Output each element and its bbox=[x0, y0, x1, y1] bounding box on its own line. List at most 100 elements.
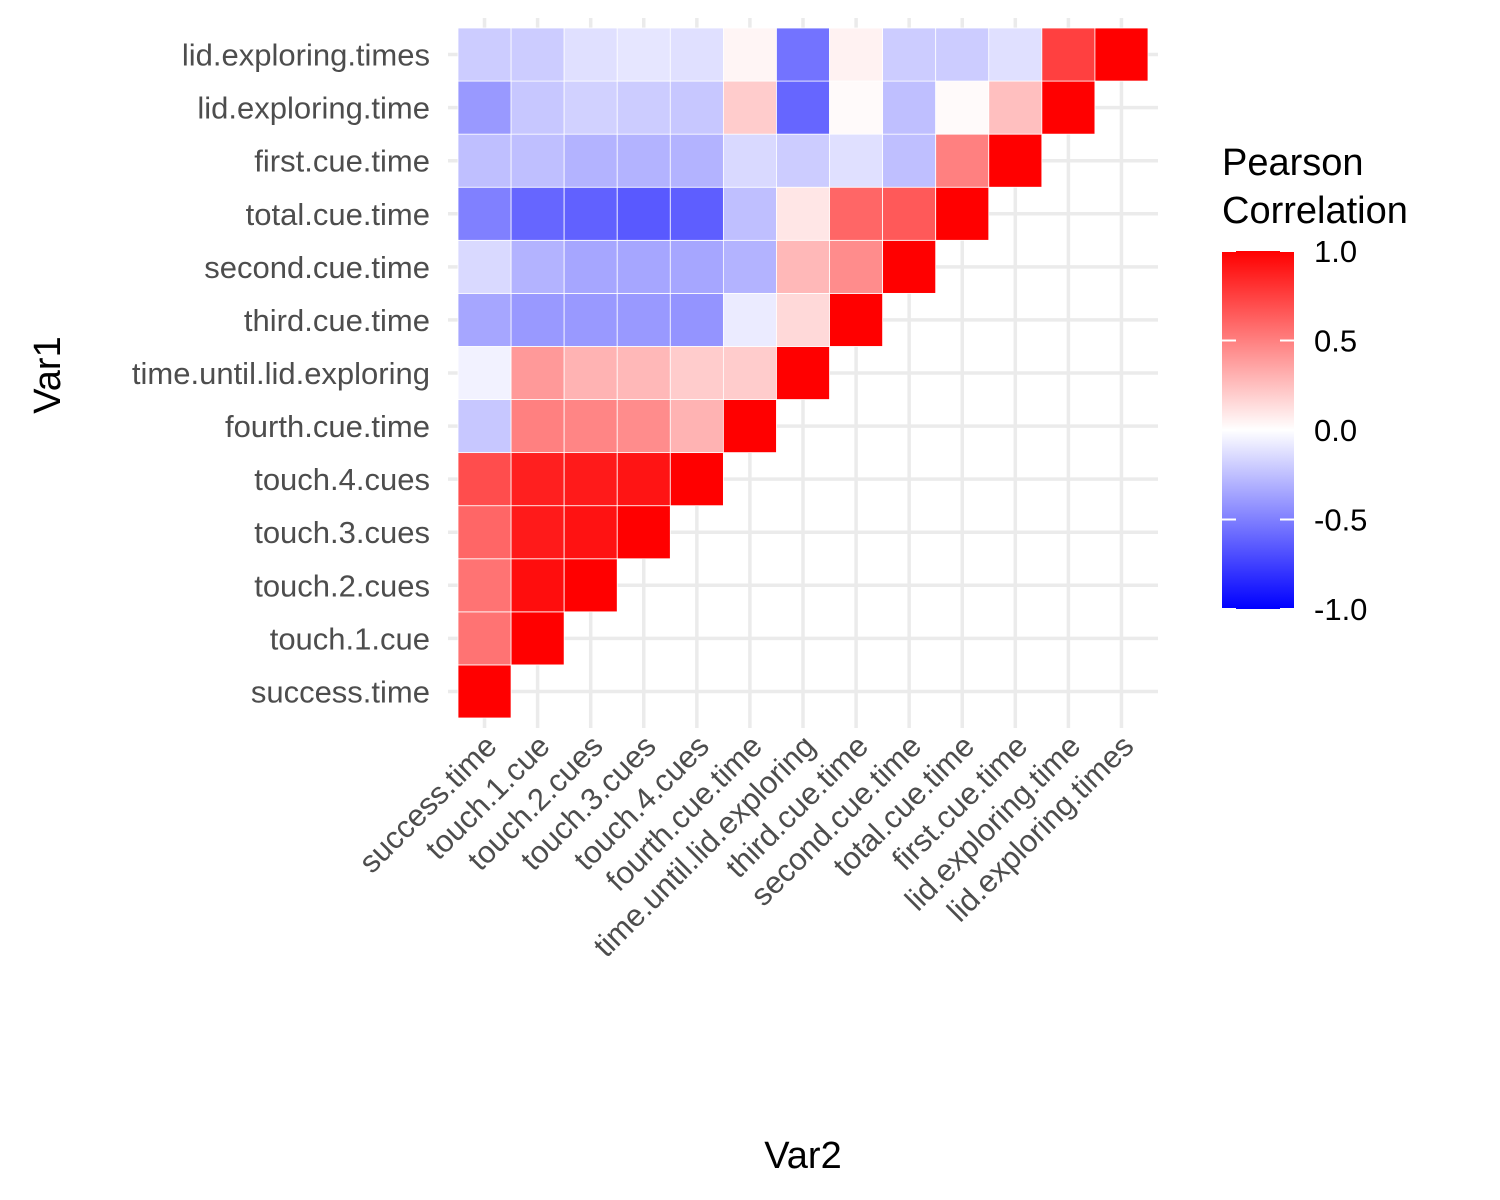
heatmap-cell bbox=[510, 558, 565, 613]
heatmap-cell bbox=[776, 186, 830, 241]
legend-title-line2: Correlation bbox=[1222, 190, 1408, 232]
x-axis-tick-labels: success.timetouch.1.cuetouch.2.cuestouch… bbox=[352, 728, 1140, 964]
heatmap-cell bbox=[510, 80, 565, 135]
heatmap-cell bbox=[616, 452, 671, 507]
y-tick-label: lid.exploring.times bbox=[182, 38, 430, 73]
legend-title-line1: Pearson bbox=[1222, 142, 1364, 184]
heatmap-cell bbox=[457, 452, 512, 507]
heatmap-cell bbox=[829, 292, 884, 347]
heatmap-cell bbox=[935, 186, 990, 241]
heatmap-cell bbox=[510, 186, 565, 241]
heatmap-cell bbox=[510, 505, 565, 560]
y-tick-label: touch.3.cues bbox=[254, 515, 430, 550]
heatmap-cell bbox=[669, 399, 724, 454]
heatmap-cell bbox=[510, 452, 565, 507]
heatmap-cell bbox=[563, 239, 618, 294]
legend-tick-label: 1.0 bbox=[1314, 234, 1357, 269]
heatmap-cell bbox=[616, 133, 671, 188]
heatmap-cell bbox=[669, 346, 724, 400]
heatmap-cell bbox=[882, 133, 937, 188]
y-tick-label: second.cue.time bbox=[204, 250, 430, 285]
heatmap-cell bbox=[563, 399, 618, 454]
heatmap-cell bbox=[829, 133, 884, 188]
heatmap-cell bbox=[829, 27, 884, 82]
legend: Pearson Correlation 1.0 0.5 0.0 -0.5 -1.0 bbox=[1222, 142, 1408, 627]
heatmap-cell bbox=[776, 346, 830, 400]
heatmap-cell bbox=[510, 292, 565, 347]
heatmap-cell bbox=[722, 239, 777, 294]
heatmap-cell bbox=[616, 399, 671, 454]
heatmap-cell bbox=[563, 186, 618, 241]
heatmap-cell bbox=[457, 558, 512, 613]
heatmap-cell bbox=[669, 186, 724, 241]
heatmap-cell bbox=[457, 27, 512, 82]
heatmap-cell bbox=[935, 27, 990, 82]
heatmap-cell bbox=[988, 133, 1043, 188]
heatmap-cell bbox=[563, 80, 618, 135]
y-axis-title: Var1 bbox=[27, 336, 69, 413]
heatmap-cell bbox=[457, 80, 512, 135]
heatmap-cell bbox=[722, 133, 777, 188]
heatmap-cell bbox=[457, 292, 512, 347]
heatmap-cell bbox=[776, 292, 830, 347]
heatmap-cell bbox=[616, 505, 671, 560]
heatmap-cell bbox=[935, 80, 990, 135]
heatmap-cell bbox=[616, 80, 671, 135]
heatmap-tiles bbox=[457, 27, 1149, 719]
heatmap-cell bbox=[776, 133, 830, 188]
heatmap-cell bbox=[669, 239, 724, 294]
heatmap-cell bbox=[616, 346, 671, 400]
y-axis-tick-labels: success.time touch.1.cue touch.2.cues touch… bbox=[132, 38, 430, 710]
heatmap-cell bbox=[563, 27, 618, 82]
heatmap-cell bbox=[935, 133, 990, 188]
heatmap-cell bbox=[882, 186, 937, 241]
y-tick-label: touch.2.cues bbox=[254, 568, 430, 603]
y-tick-label: first.cue.time bbox=[254, 144, 430, 179]
heatmap-cell bbox=[616, 27, 671, 82]
heatmap-cell bbox=[616, 239, 671, 294]
y-tick-label: success.time bbox=[251, 674, 430, 709]
legend-tick-label: -0.5 bbox=[1314, 503, 1367, 538]
heatmap-cell bbox=[510, 346, 565, 400]
heatmap-cell bbox=[616, 292, 671, 347]
heatmap-cell bbox=[882, 80, 937, 135]
heatmap-cell bbox=[669, 292, 724, 347]
heatmap-cell bbox=[722, 346, 777, 400]
heatmap-cell bbox=[563, 452, 618, 507]
heatmap-cell bbox=[510, 399, 565, 454]
y-tick-label: fourth.cue.time bbox=[225, 409, 430, 444]
heatmap-cell bbox=[457, 239, 512, 294]
heatmap-cell bbox=[722, 27, 777, 82]
heatmap-cell bbox=[510, 611, 565, 666]
heatmap-cell bbox=[829, 239, 884, 294]
heatmap-cell bbox=[669, 452, 724, 507]
heatmap-cell bbox=[457, 505, 512, 560]
y-tick-label: third.cue.time bbox=[244, 303, 430, 338]
heatmap-cell bbox=[457, 399, 512, 454]
heatmap-cell bbox=[510, 27, 565, 82]
heatmap-cell bbox=[510, 239, 565, 294]
heatmap-cell bbox=[1094, 27, 1149, 82]
heatmap-cell bbox=[882, 239, 937, 294]
heatmap-cell bbox=[829, 186, 884, 241]
heatmap-cell bbox=[563, 292, 618, 347]
heatmap-cell bbox=[457, 611, 512, 666]
heatmap-cell bbox=[1041, 80, 1096, 135]
heatmap-cell bbox=[457, 186, 512, 241]
heatmap-cell bbox=[563, 133, 618, 188]
y-tick-label: time.until.lid.exploring bbox=[132, 356, 430, 391]
x-axis-title: Var2 bbox=[764, 1135, 841, 1177]
heatmap-cell bbox=[563, 558, 618, 613]
y-tick-label: touch.4.cues bbox=[254, 462, 430, 497]
heatmap-cell bbox=[882, 27, 937, 82]
heatmap-cell bbox=[563, 346, 618, 400]
heatmap-cell bbox=[722, 80, 777, 135]
heatmap-cell bbox=[776, 239, 830, 294]
legend-tick-label: 0.5 bbox=[1314, 324, 1357, 359]
heatmap-cell bbox=[669, 27, 724, 82]
heatmap-cell bbox=[669, 80, 724, 135]
heatmap-cell bbox=[616, 186, 671, 241]
heatmap-cell bbox=[457, 133, 512, 188]
heatmap-cell bbox=[776, 80, 830, 135]
